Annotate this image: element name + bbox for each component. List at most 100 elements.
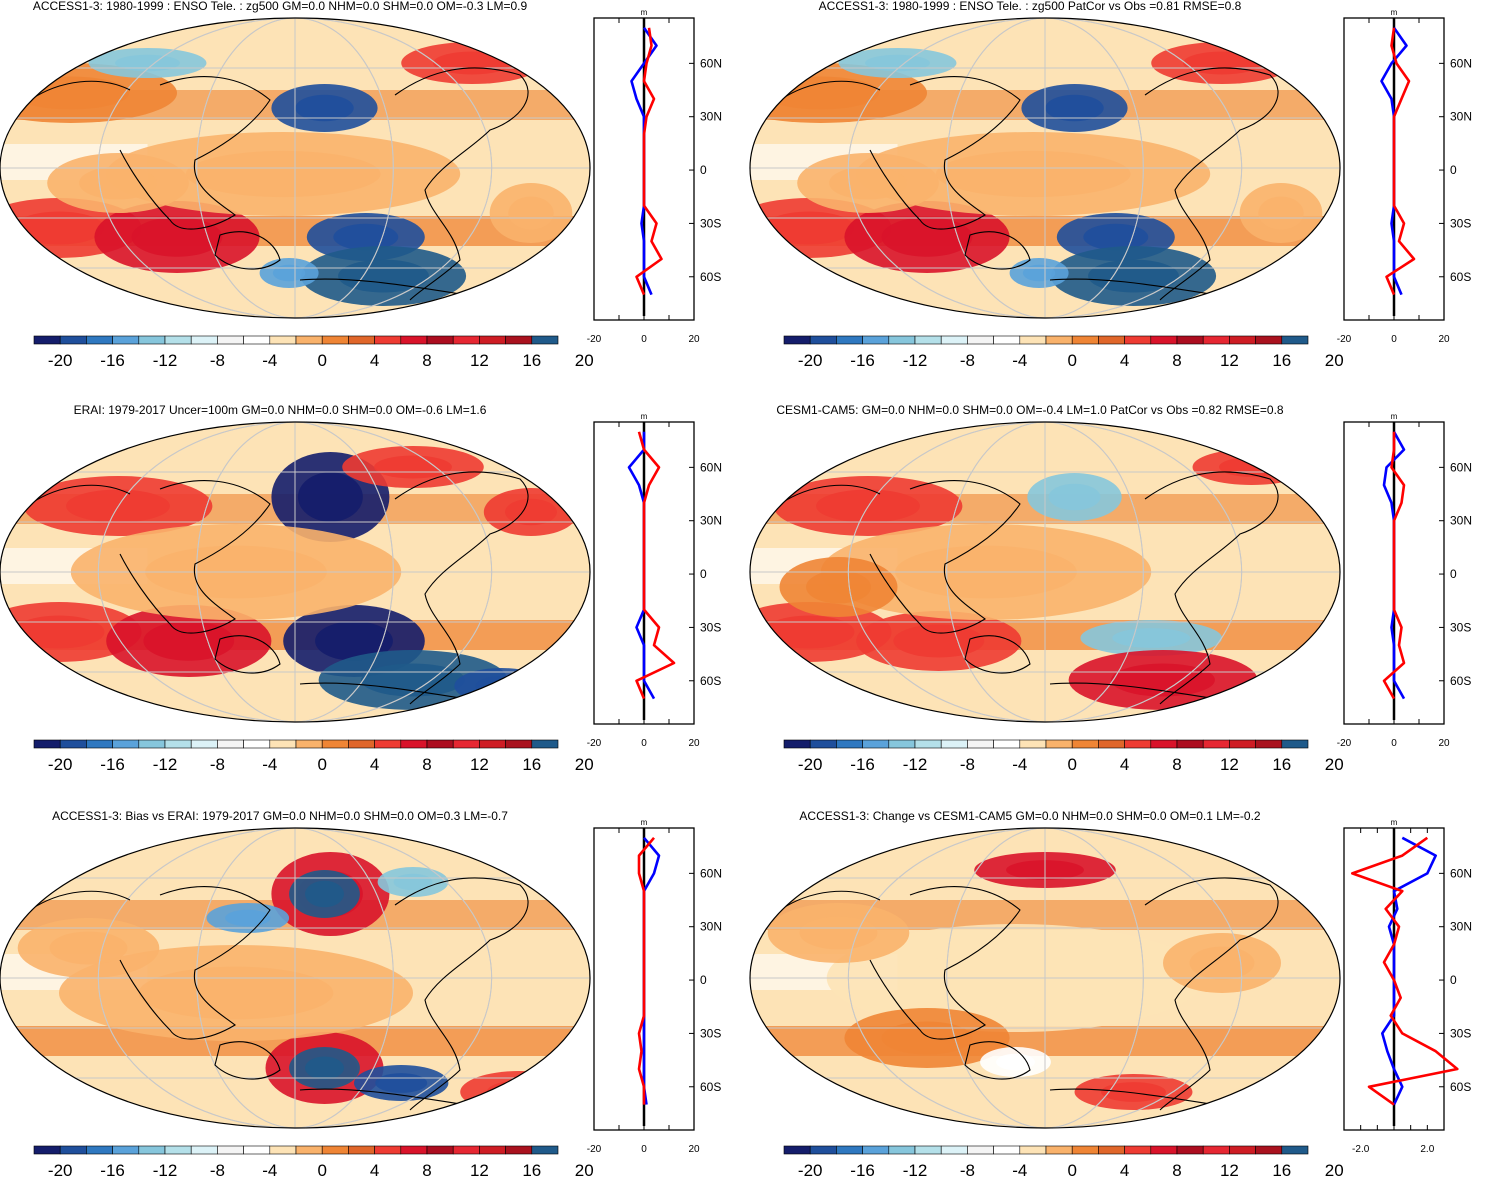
colorbar-swatch — [1150, 335, 1178, 345]
profile-lat-label: 30N — [1450, 110, 1472, 124]
colorbar-swatch — [321, 1145, 349, 1155]
colorbar-swatch — [1019, 739, 1047, 749]
colorbar-swatch — [86, 739, 113, 749]
colorbar-label: -4 — [1012, 351, 1027, 370]
graticule-lon — [196, 422, 394, 722]
graticule-lon — [847, 422, 1243, 722]
colorbar: -20 -16 -12 -8 -4 0 4 8 12 16 20 — [783, 335, 1344, 370]
map — [0, 422, 590, 722]
graticule-lon — [196, 828, 394, 1128]
anomaly-core — [333, 223, 399, 251]
anomaly-core — [12, 76, 130, 110]
coastline — [119, 480, 271, 634]
colorbar-label: 12 — [470, 351, 489, 370]
profile-xtick-label: 2.0 — [1420, 1144, 1434, 1155]
colorbar-swatch — [1019, 1145, 1047, 1155]
colorbar-swatch — [452, 1145, 480, 1155]
colorbar-swatch — [138, 739, 166, 749]
colorbar-label: 4 — [1120, 351, 1129, 370]
anomaly-core — [143, 621, 235, 661]
coastline — [29, 80, 131, 101]
colorbar-label: 0 — [1067, 755, 1076, 774]
profile-lat-label: 60S — [1450, 270, 1471, 284]
graticule-lon — [97, 828, 493, 1128]
colorbar-swatch — [1150, 1145, 1178, 1155]
colorbar-swatch — [809, 739, 837, 749]
profile-xtick-label: -20 — [1337, 738, 1352, 749]
colorbar-label: -8 — [210, 351, 225, 370]
colorbar-swatch — [400, 335, 428, 345]
colorbar-swatch — [505, 739, 533, 749]
colorbar-swatch — [862, 739, 890, 749]
anomaly-core — [295, 94, 354, 122]
graticule-lon — [847, 18, 1243, 318]
colorbar: -20 -16 -12 -8 -4 0 4 8 12 16 20 — [33, 1145, 594, 1179]
coastline — [394, 67, 529, 301]
colorbar-swatch — [1255, 335, 1283, 345]
anomaly-core — [305, 880, 344, 908]
coastline — [119, 886, 271, 1040]
zonal-profile: -2.0 2.0 m 60N 30N 0 30S 60S — [1343, 818, 1472, 1155]
graticule-lon — [946, 422, 1144, 722]
anomaly-core — [374, 455, 452, 479]
colorbar-swatch — [400, 1145, 428, 1155]
colorbar-swatch — [190, 335, 218, 345]
anomaly-core — [763, 211, 855, 245]
colorbar-label: 4 — [370, 1161, 379, 1179]
profile-obs-line — [1380, 836, 1438, 1106]
colorbar-label: 12 — [470, 755, 489, 774]
colorbar-swatch — [1202, 335, 1230, 345]
profile-xtick-label: 20 — [688, 334, 700, 345]
colorbar-swatch — [505, 335, 533, 345]
colorbar-swatch — [1071, 739, 1099, 749]
profile-obs-line — [642, 836, 661, 1105]
colorbar-label: -16 — [100, 351, 125, 370]
colorbar-swatch — [1281, 739, 1309, 749]
colorbar-label: 4 — [1120, 755, 1129, 774]
anomaly-core — [297, 472, 363, 522]
colorbar-swatch — [967, 739, 994, 749]
colorbar-swatch — [888, 739, 916, 749]
anomaly-core — [138, 966, 334, 1020]
colorbar-swatch — [348, 739, 375, 749]
profile-lat-label: 0 — [700, 163, 707, 177]
zonal-profile: -20 0 20 m 60N 30N 0 30S 60S — [1337, 412, 1472, 749]
anomaly-core — [881, 1021, 973, 1055]
colorbar-swatch — [809, 335, 837, 345]
colorbar-label: -20 — [798, 1161, 823, 1179]
profile-lat-label: 30S — [1450, 620, 1471, 634]
colorbar-label: -8 — [210, 1161, 225, 1179]
colorbar-label: 16 — [522, 755, 541, 774]
colorbar-swatch — [164, 739, 192, 749]
profile-lat-label: 30S — [700, 620, 721, 634]
colorbar-label: -16 — [100, 755, 125, 774]
colorbar-swatch — [479, 1145, 506, 1155]
anomaly-core — [893, 624, 985, 658]
profile-model-line — [1382, 431, 1406, 700]
colorbar-swatch — [836, 1145, 863, 1155]
graticule-lon — [946, 828, 1144, 1128]
anomaly-core — [881, 217, 973, 257]
map — [750, 18, 1340, 318]
colorbar-swatch — [426, 1145, 454, 1155]
colorbar-swatch — [993, 739, 1021, 749]
colorbar-label: 8 — [422, 755, 431, 774]
colorbar-label: 8 — [422, 1161, 431, 1179]
coastline — [1144, 67, 1279, 301]
profile-model-line — [1385, 27, 1416, 296]
colorbar-label: -8 — [960, 351, 975, 370]
colorbar-swatch — [1176, 1145, 1204, 1155]
anomaly-core — [375, 1073, 428, 1093]
colorbar-label: -4 — [262, 755, 277, 774]
zonal-profile: -20 0 20 m 60N 30N 0 30S 60S — [587, 412, 722, 749]
colorbar-swatch — [1255, 739, 1283, 749]
profile-xtick-label: 0 — [641, 738, 647, 749]
colorbar-swatch — [967, 1145, 994, 1155]
profile-xtick-label: -20 — [587, 1144, 602, 1155]
colorbar-label: 20 — [1325, 1161, 1344, 1179]
colorbar-swatch — [1124, 335, 1152, 345]
colorbar-label: 0 — [1067, 1161, 1076, 1179]
colorbar-swatch — [86, 1145, 113, 1155]
profile-lat-label: 0 — [700, 567, 707, 581]
